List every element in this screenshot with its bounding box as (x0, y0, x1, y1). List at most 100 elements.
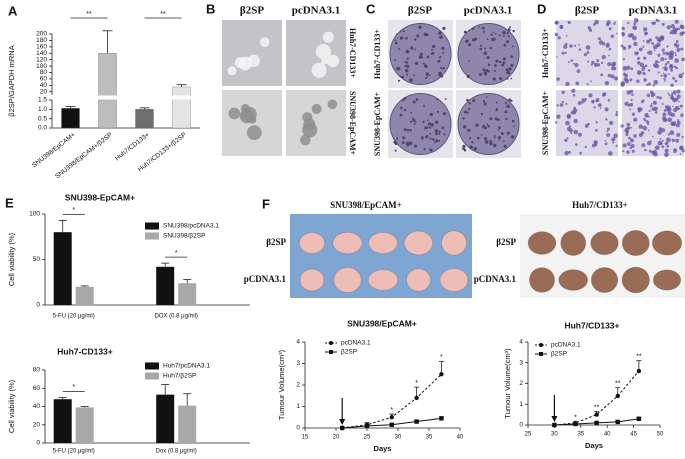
cells (669, 31, 672, 35)
cells (394, 142, 398, 146)
colony (321, 58, 328, 65)
cells (657, 53, 661, 57)
colony (322, 31, 334, 43)
marker (594, 420, 599, 426)
cells (608, 47, 612, 51)
cells (499, 76, 503, 81)
cells (442, 26, 446, 30)
cells (555, 20, 559, 25)
y-tick-label: 1 (296, 403, 300, 410)
significance: * (574, 415, 577, 422)
cells (661, 128, 666, 133)
panel-letter: F (262, 196, 270, 211)
cells (397, 67, 401, 71)
cells (479, 47, 483, 51)
cells (649, 104, 653, 108)
cells (503, 140, 505, 143)
cells (442, 52, 445, 55)
cells (401, 75, 405, 79)
cells (476, 136, 480, 140)
cells (666, 107, 671, 112)
cells (403, 108, 407, 112)
cells (429, 74, 431, 77)
legend-swatch (145, 222, 159, 230)
cells (605, 118, 607, 120)
cells (620, 124, 624, 128)
cells (506, 77, 509, 80)
cells (427, 122, 432, 126)
cells (431, 123, 434, 127)
cells (404, 36, 408, 40)
cells (664, 152, 669, 158)
cells (430, 48, 433, 51)
cells (648, 82, 652, 86)
x-tick-label: 40 (604, 432, 611, 438)
axis-break (48, 95, 202, 100)
cells (506, 32, 509, 35)
cells (495, 101, 498, 104)
cells (463, 110, 467, 114)
cells (628, 136, 631, 140)
cells (651, 21, 655, 25)
cells (591, 60, 595, 64)
cells (399, 106, 403, 110)
cells (436, 110, 439, 113)
cells (663, 77, 666, 81)
cells (577, 101, 582, 106)
cells (486, 38, 489, 41)
cells (594, 19, 599, 25)
cells (672, 90, 677, 94)
cells (578, 43, 581, 46)
cells (630, 126, 632, 129)
colony (228, 107, 241, 120)
bar (135, 109, 154, 129)
cells (660, 57, 665, 62)
cells (607, 98, 611, 102)
cells (601, 55, 606, 60)
tumour (590, 230, 619, 256)
cells (394, 59, 397, 62)
cells (666, 137, 671, 143)
tumour (560, 230, 587, 256)
cells (419, 52, 423, 56)
cells (399, 75, 402, 78)
y-axis-label: Tumour Volume(cm³) (277, 349, 286, 420)
cells (485, 96, 488, 98)
cells (596, 59, 600, 63)
cells (561, 90, 565, 94)
cells (492, 77, 496, 81)
cells (511, 45, 514, 48)
cells (426, 119, 429, 121)
cells (652, 135, 654, 138)
photo (620, 18, 685, 87)
marker (615, 393, 620, 399)
y-tick-label: 3 (296, 360, 300, 367)
cells (402, 136, 406, 140)
cells (662, 116, 666, 121)
cells (394, 41, 398, 45)
photo-title: SNU398/EpCAM+ (330, 200, 402, 210)
cells (651, 42, 655, 45)
cells (438, 31, 442, 35)
cells (429, 137, 432, 140)
cells (493, 143, 497, 148)
cells (665, 51, 669, 56)
photo (388, 90, 453, 158)
significance: * (390, 407, 393, 414)
cells (492, 37, 496, 41)
cells (399, 36, 403, 40)
cells (566, 137, 569, 140)
cells (512, 29, 515, 33)
cells (654, 65, 657, 68)
cells (482, 100, 486, 103)
y-tick-label: 0 (36, 440, 40, 447)
cells (622, 143, 627, 148)
cells (660, 74, 663, 77)
cells (629, 108, 632, 111)
photo (286, 90, 346, 156)
cells (443, 112, 447, 116)
cells (495, 109, 498, 112)
cells (510, 64, 514, 67)
cells (587, 122, 590, 126)
cells (489, 46, 493, 50)
